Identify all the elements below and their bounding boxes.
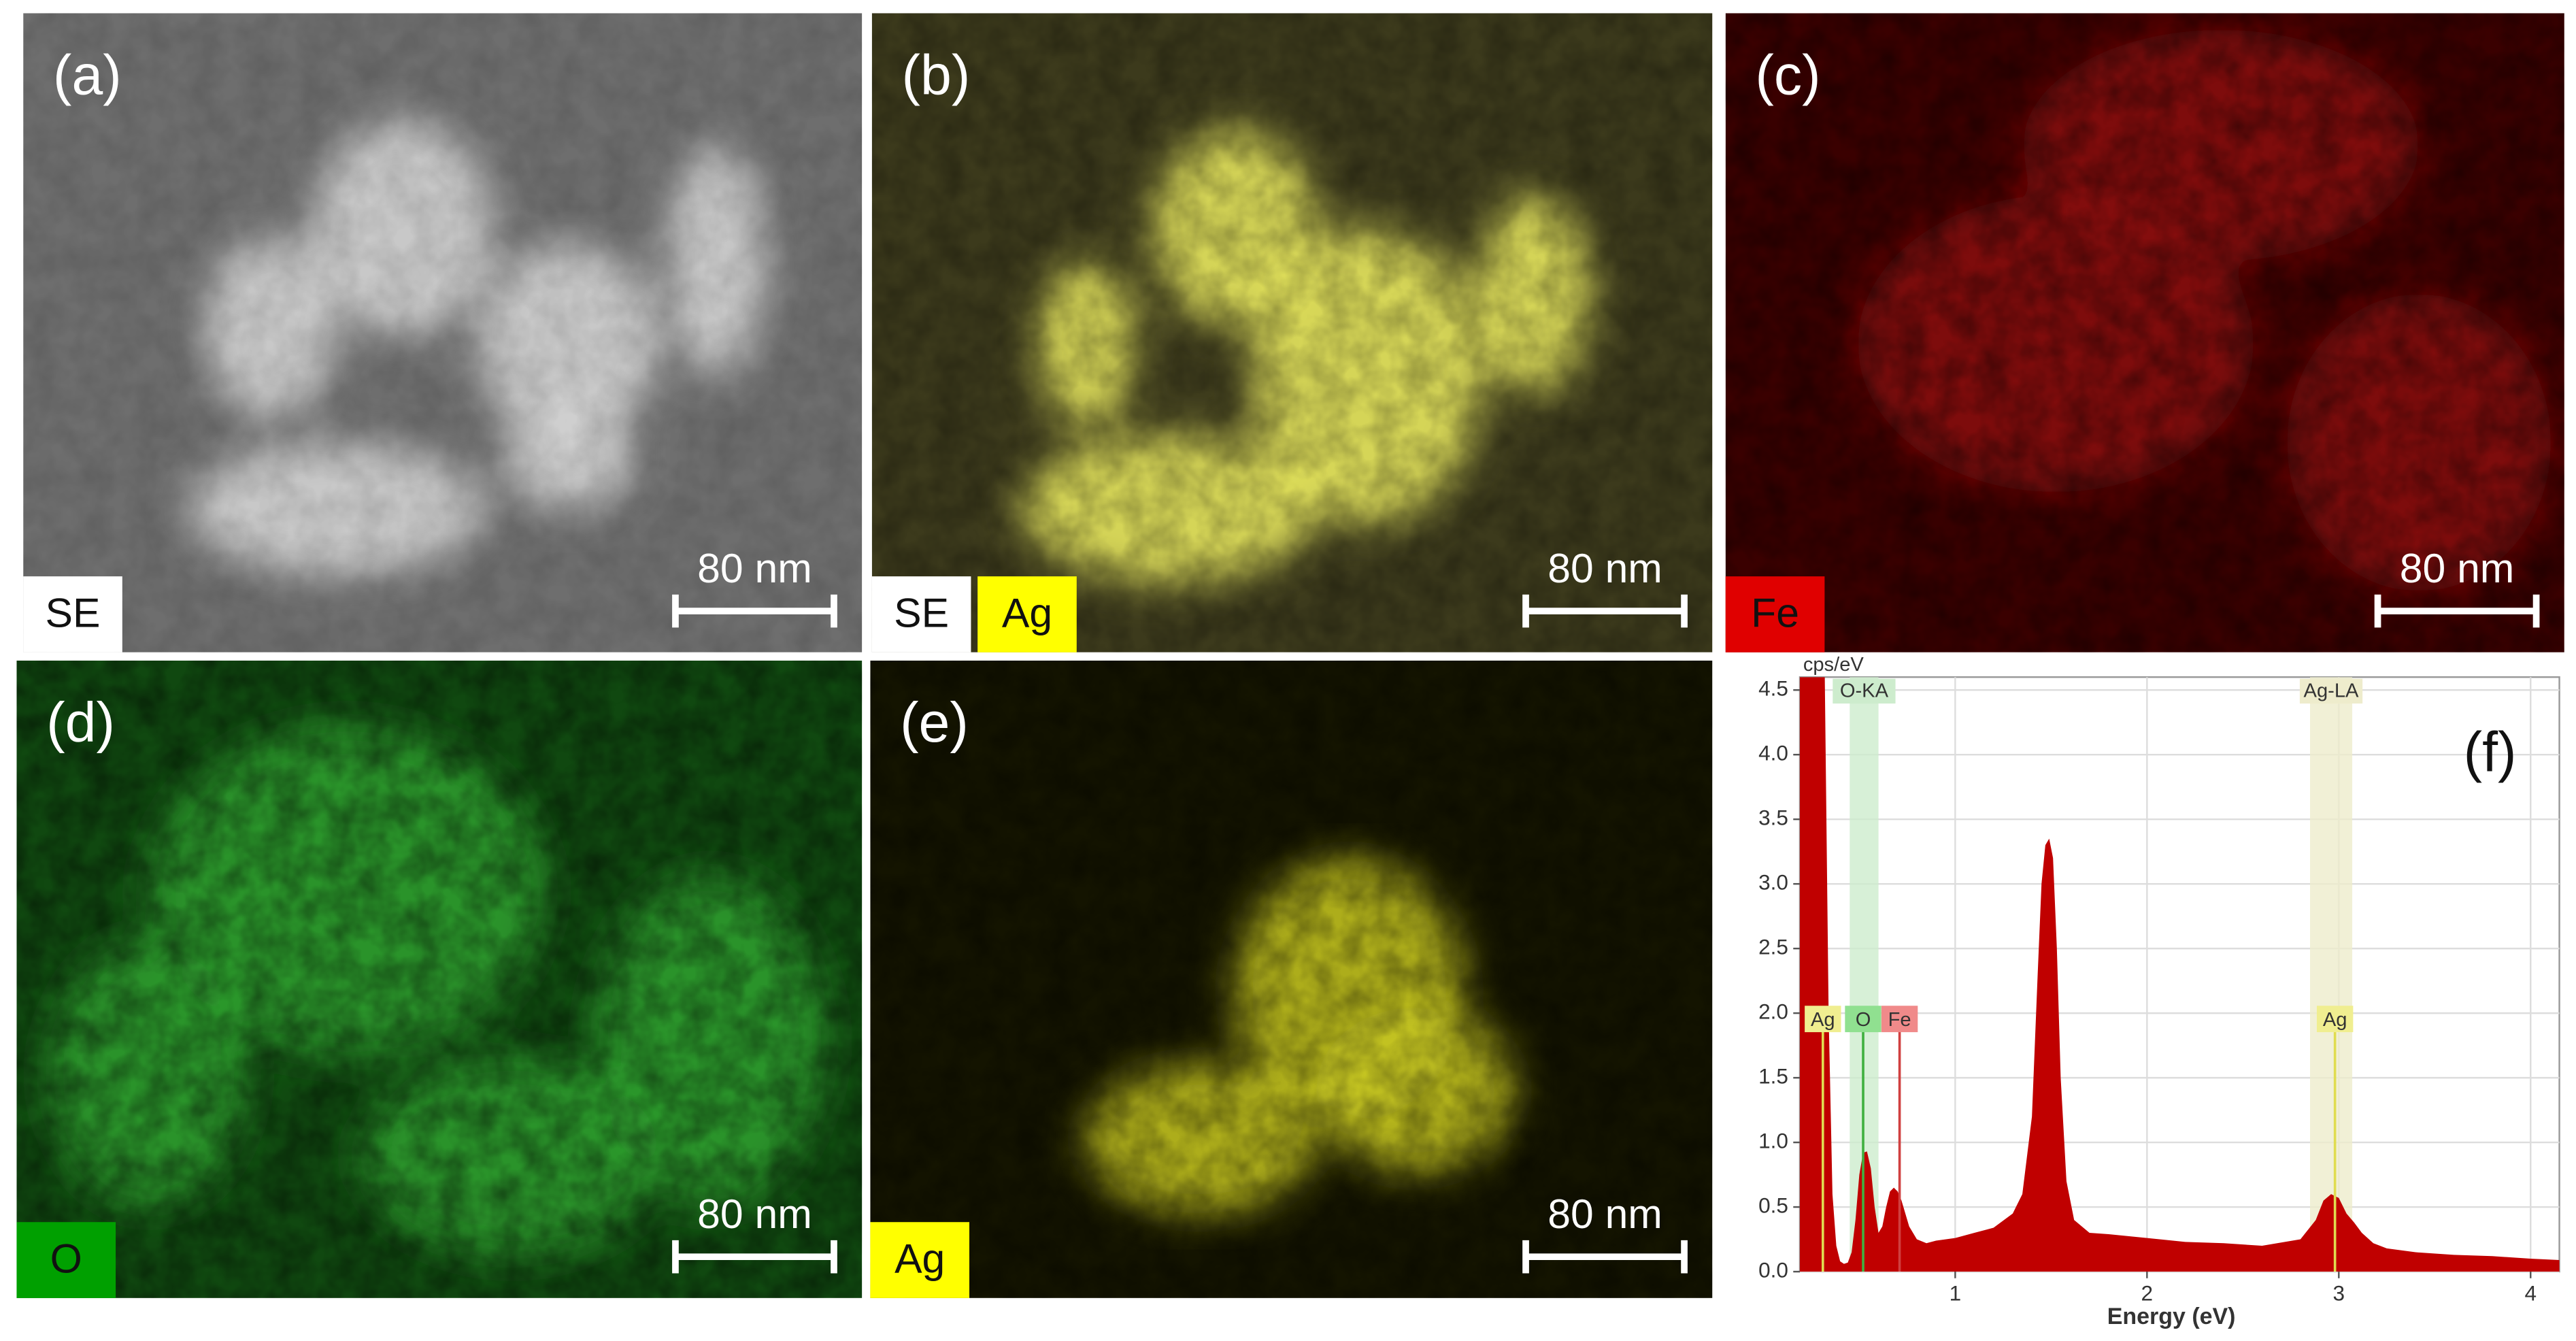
- micrograph-panel: (c) 80 nm Fe: [1725, 13, 2564, 652]
- marker-label-box: [2316, 1006, 2354, 1033]
- band-label-box: [1833, 678, 1896, 704]
- x-tick-label: 3: [2333, 1280, 2345, 1305]
- micrograph-image: [1725, 13, 2564, 652]
- panel-label: (b): [902, 44, 971, 106]
- marker-label-box: [1845, 1006, 1881, 1033]
- image-noise: [871, 13, 1713, 652]
- scale-bar-label: 80 nm: [1548, 1191, 1662, 1237]
- scale-bar-label: 80 nm: [697, 1191, 812, 1237]
- micrograph-image: [870, 660, 1713, 1298]
- band-label: O-KA: [1840, 680, 1889, 702]
- x-tick-label: 1: [1950, 1280, 1962, 1305]
- x-tick-label: 2: [2141, 1280, 2154, 1305]
- channel-tag: [1725, 576, 1825, 652]
- y-tick-label: 3.0: [1758, 870, 1788, 894]
- y-tick-label: 0.0: [1758, 1257, 1788, 1282]
- line-band: [2309, 677, 2353, 1272]
- y-tick-label: 1.5: [1758, 1063, 1788, 1088]
- image-noise: [1725, 13, 2564, 652]
- micrograph-panel: (b) 80 nm SE Ag: [871, 13, 1713, 652]
- micrograph-panel: (d) 80 nm O: [16, 660, 863, 1298]
- channel-tag: [871, 576, 971, 652]
- y-tick-label: 2.0: [1758, 999, 1788, 1023]
- y-tick-label: 0.5: [1758, 1193, 1788, 1217]
- y-tick-label: 1.0: [1758, 1128, 1788, 1153]
- x-axis-label: Energy (eV): [2107, 1304, 2236, 1329]
- channel-tag-label: SE: [894, 589, 949, 635]
- panel-label: (f): [2464, 721, 2517, 784]
- image-noise: [16, 660, 863, 1298]
- image-noise: [23, 13, 863, 652]
- panel-label: (d): [46, 691, 115, 754]
- marker-label-box: [1881, 1006, 1918, 1033]
- scale-bar-label: 80 nm: [1548, 545, 1662, 591]
- scale-bar-label: 80 nm: [2400, 545, 2515, 591]
- channel-tag-label: Ag: [894, 1236, 945, 1282]
- panel-label: (a): [53, 44, 122, 106]
- y-axis-label: cps/eV: [1803, 654, 1864, 676]
- channel-tag: [977, 576, 1077, 652]
- band-label: Ag-LA: [2304, 680, 2359, 702]
- y-tick-label: 4.5: [1758, 676, 1788, 701]
- micrograph-image: [23, 13, 863, 652]
- y-tick-label: 4.0: [1758, 741, 1788, 765]
- channel-tag-label: Fe: [1751, 589, 1799, 635]
- x-tick-label: 4: [2524, 1280, 2537, 1305]
- y-tick-label: 3.5: [1758, 805, 1788, 829]
- channel-tag: [23, 576, 122, 652]
- marker-label: O: [1856, 1009, 1871, 1031]
- plot-area: [1799, 676, 2560, 1273]
- band-label-box: [2299, 678, 2363, 704]
- channel-tag-label: Ag: [1002, 589, 1052, 635]
- micrograph-panel: (e) 80 nm Ag: [870, 660, 1713, 1298]
- micrograph-image: [16, 660, 863, 1298]
- scale-bar-label: 80 nm: [697, 545, 812, 591]
- channel-tag: [16, 1222, 116, 1298]
- marker-label-box: [1805, 1006, 1841, 1033]
- y-tick-label: 2.5: [1758, 934, 1788, 959]
- image-noise: [870, 660, 1713, 1298]
- channel-tag-label: SE: [46, 589, 101, 635]
- marker-label: Ag: [2323, 1009, 2347, 1031]
- channel-tag-label: O: [50, 1236, 82, 1282]
- panel-label: (c): [1755, 44, 1820, 106]
- micrograph-panel: (a) 80 nm SE: [23, 13, 863, 652]
- panel-label: (e): [900, 691, 969, 754]
- marker-label: Ag: [1811, 1009, 1835, 1031]
- marker-label: Fe: [1888, 1009, 1911, 1031]
- micrograph-image: [871, 13, 1713, 652]
- channel-tag: [870, 1222, 970, 1298]
